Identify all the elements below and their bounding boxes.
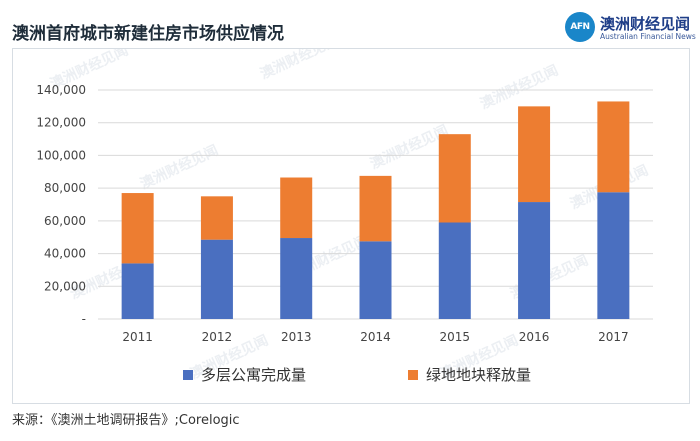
watermark-text: 澳洲财经见闻 <box>478 62 561 113</box>
bar-segment-apartments <box>200 239 233 319</box>
header: 澳洲首府城市新建住房市场供应情况 AFN 澳洲财经见闻 Australian F… <box>0 0 700 64</box>
chart-title: 澳洲首府城市新建住房市场供应情况 <box>12 24 284 44</box>
watermark-text: 澳洲财经见闻 <box>258 49 341 83</box>
brand-name-cn: 澳洲财经见闻 <box>600 15 691 33</box>
bar-segment-greenfield <box>438 134 471 223</box>
legend-swatch <box>408 370 418 380</box>
legend-label: 绿地地块释放量 <box>426 366 531 384</box>
x-tick-label: 2017 <box>598 330 629 344</box>
x-tick-label: 2012 <box>202 330 233 344</box>
bar-segment-apartments <box>121 263 154 319</box>
watermark-text: 澳洲财经见闻 <box>138 142 221 193</box>
y-tick-label: 60,000 <box>44 214 86 228</box>
y-tick-label: - <box>82 312 86 326</box>
y-tick-label: 140,000 <box>36 83 86 97</box>
watermark-text: 澳洲财经见闻 <box>368 122 451 173</box>
y-tick-label: 120,000 <box>36 116 86 130</box>
x-tick-label: 2011 <box>122 330 153 344</box>
x-tick-label: 2013 <box>281 330 312 344</box>
x-tick-label: 2016 <box>519 330 550 344</box>
bar-segment-greenfield <box>597 101 630 193</box>
bar-segment-greenfield <box>359 175 392 242</box>
brand-logo: AFN 澳洲财经见闻 Australian Financial News <box>565 12 696 44</box>
afn-logo-icon: AFN <box>565 12 595 42</box>
bar-segment-apartments <box>280 238 313 319</box>
bar-segment-greenfield <box>518 106 551 203</box>
chart-panel: 澳洲财经见闻 澳洲财经见闻 澳洲财经见闻 澳洲财经见闻 澳洲财经见闻 澳洲财经见闻 澳洲财经… <box>12 48 690 404</box>
legend-label: 多层公寓完成量 <box>201 366 306 384</box>
y-tick-label: 40,000 <box>44 247 86 261</box>
bar-segment-apartments <box>597 192 630 319</box>
y-axis: - 20,000 40,000 60,000 80,000 100,000 120,000 1… <box>36 83 86 326</box>
bar-segment-apartments <box>359 241 392 319</box>
x-tick-label: 2014 <box>360 330 391 344</box>
bar-segment-apartments <box>438 222 471 319</box>
y-tick-label: 80,000 <box>44 181 86 195</box>
x-tick-label: 2015 <box>440 330 471 344</box>
source-note: 来源：《澳洲土地调研报告》;Corelogic <box>12 413 240 428</box>
legend: 多层公寓完成量 绿地地块释放量 <box>183 366 531 384</box>
legend-swatch <box>183 370 193 380</box>
x-axis: 2011 2012 2013 2014 2015 2016 2017 <box>122 330 628 344</box>
bar-segment-greenfield <box>121 193 154 264</box>
bar-segment-greenfield <box>200 196 233 240</box>
bar-segment-apartments <box>518 202 551 319</box>
y-tick-label: 100,000 <box>36 148 86 162</box>
y-tick-label: 20,000 <box>44 279 86 293</box>
brand-name-en: Australian Financial News <box>600 32 696 41</box>
bars <box>121 101 630 319</box>
bar-segment-greenfield <box>280 177 313 239</box>
